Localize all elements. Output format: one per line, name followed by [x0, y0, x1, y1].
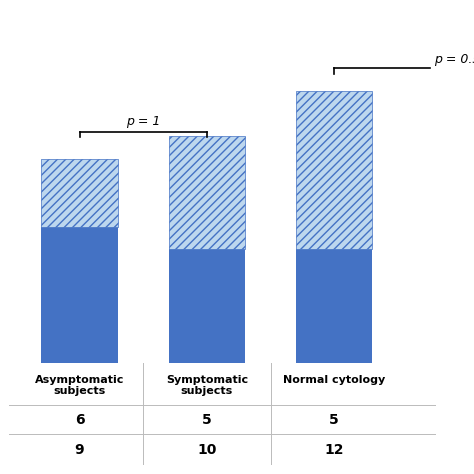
Bar — [296, 249, 373, 363]
Bar — [41, 159, 118, 227]
Bar — [169, 136, 245, 249]
Text: 12: 12 — [325, 443, 344, 457]
Bar — [41, 227, 118, 363]
Bar — [169, 249, 245, 363]
Text: 5: 5 — [202, 413, 212, 427]
Text: 10: 10 — [197, 443, 217, 457]
Text: Symptomatic
subjects: Symptomatic subjects — [166, 375, 248, 396]
Text: 5: 5 — [329, 413, 339, 427]
Text: p = 0.57: p = 0.57 — [434, 53, 474, 66]
Bar — [296, 91, 373, 249]
Text: 9: 9 — [75, 443, 84, 457]
Text: Normal cytology: Normal cytology — [283, 375, 385, 385]
Text: 6: 6 — [75, 413, 84, 427]
Text: Asymptomatic
subjects: Asymptomatic subjects — [35, 375, 124, 396]
Text: p = 1: p = 1 — [126, 115, 160, 128]
